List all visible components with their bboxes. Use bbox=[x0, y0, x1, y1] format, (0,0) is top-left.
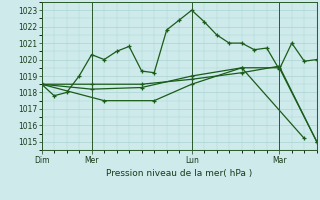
X-axis label: Pression niveau de la mer( hPa ): Pression niveau de la mer( hPa ) bbox=[106, 169, 252, 178]
